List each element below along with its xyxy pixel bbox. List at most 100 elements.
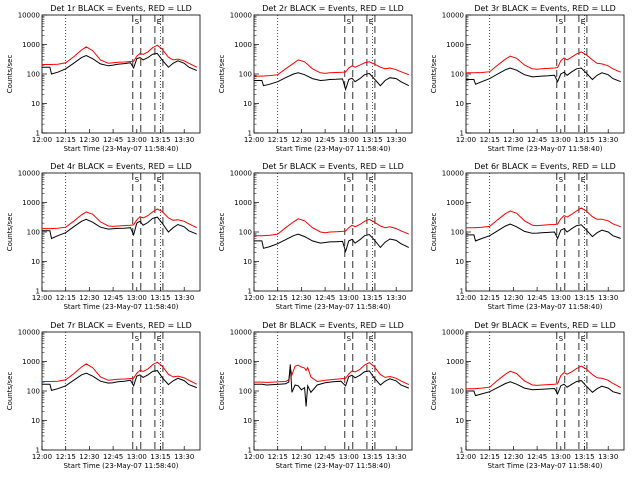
y-axis-label: Counts/sec	[218, 55, 226, 94]
plot-frame	[253, 331, 413, 451]
series-line-lld	[42, 44, 198, 68]
marker-e-label: E	[581, 335, 585, 343]
marker-s-label: S	[135, 176, 140, 184]
chart-panel-7: Det 7r BLACK = Events, RED = LLD 1 10 100 10…	[6, 321, 201, 470]
marker-s-label: S	[347, 335, 352, 343]
y-tick-label: 10	[31, 258, 40, 266]
x-axis-label: Start Time (23-May-07 11:58:40)	[63, 462, 178, 470]
x-tick-label: 12:00	[32, 453, 52, 461]
chart-panel-2: Det 2r BLACK = Events, RED = LLD 1 10 100 10…	[218, 4, 413, 153]
y-tick-label: 10000	[18, 12, 40, 20]
chart-title: Det 1r BLACK = Events, RED = LLD	[50, 4, 192, 13]
x-tick-label: 13:30	[598, 453, 618, 461]
y-axis-label: Counts/sec	[218, 372, 226, 411]
y-tick-label: 10	[243, 100, 252, 108]
x-tick-label: 13:15	[574, 453, 594, 461]
y-tick-label: 10000	[230, 329, 252, 337]
x-tick-label: 12:30	[79, 136, 99, 144]
marker-s-label: S	[559, 18, 564, 26]
x-axis-label: Start Time (23-May-07 11:58:40)	[275, 303, 390, 311]
chart-title: Det 9r BLACK = Events, RED = LLD	[474, 321, 616, 330]
y-tick-label: 100	[239, 388, 252, 396]
plot-frame	[465, 331, 625, 451]
y-tick-label: 100	[27, 388, 40, 396]
y-tick-label: 1000	[22, 41, 40, 49]
y-tick-label: 1	[36, 288, 40, 296]
x-tick-label: 13:00	[127, 453, 147, 461]
y-tick-label: 1000	[22, 358, 40, 366]
x-tick-label: 13:30	[598, 136, 618, 144]
y-tick-label: 1000	[446, 358, 464, 366]
chart-title: Det 3r BLACK = Events, RED = LLD	[474, 4, 616, 13]
x-tick-label: 12:30	[291, 453, 311, 461]
plot-frame	[41, 172, 201, 292]
marker-s-label: S	[559, 335, 564, 343]
series-line-lld	[254, 59, 409, 77]
y-axis-label: Counts/sec	[430, 55, 438, 94]
y-tick-label: 1000	[446, 199, 464, 207]
marker-s-label: S	[347, 176, 352, 184]
series-line-events	[42, 370, 197, 392]
x-tick-label: 12:30	[79, 294, 99, 302]
chart-title: Det 7r BLACK = Events, RED = LLD	[50, 321, 192, 330]
y-tick-label: 100	[239, 71, 252, 79]
x-tick-label: 12:30	[291, 136, 311, 144]
x-tick-label: 12:00	[32, 136, 52, 144]
y-tick-label: 100	[27, 229, 40, 237]
series-line-events	[42, 52, 197, 75]
y-axis-label: Counts/sec	[430, 372, 438, 411]
x-tick-label: 13:00	[339, 294, 359, 302]
y-tick-label: 10000	[18, 329, 40, 337]
x-tick-label: 13:15	[362, 453, 382, 461]
x-tick-label: 12:15	[480, 294, 500, 302]
x-tick-label: 13:15	[362, 136, 382, 144]
y-tick-label: 1	[460, 130, 464, 138]
marker-e-label: E	[581, 18, 585, 26]
x-tick-label: 12:15	[480, 453, 500, 461]
x-tick-label: 12:45	[315, 136, 335, 144]
chart-panel-5: Det 5r BLACK = Events, RED = LLD 1 10 100 10…	[218, 162, 413, 311]
series-line-events	[466, 380, 621, 397]
marker-e-label: E	[369, 335, 373, 343]
plot-frame	[41, 331, 201, 451]
chart-panel-3: Det 3r BLACK = Events, RED = LLD 1 10 100 10…	[430, 4, 625, 153]
y-tick-label: 1000	[234, 199, 252, 207]
chart-title: Det 4r BLACK = Events, RED = LLD	[50, 162, 192, 171]
x-tick-label: 12:30	[503, 453, 523, 461]
x-tick-label: 12:00	[456, 136, 476, 144]
x-axis-label: Start Time (23-May-07 11:58:40)	[63, 303, 178, 311]
marker-e-label: E	[157, 18, 161, 26]
chart-panel-9: Det 9r BLACK = Events, RED = LLD 1 10 100 10…	[430, 321, 625, 470]
x-tick-label: 13:00	[551, 453, 571, 461]
y-tick-label: 1	[248, 447, 252, 455]
x-tick-label: 12:30	[79, 453, 99, 461]
x-tick-label: 12:15	[56, 136, 76, 144]
x-tick-label: 12:45	[103, 453, 123, 461]
series-line-events	[42, 216, 197, 240]
x-tick-label: 13:30	[598, 294, 618, 302]
x-tick-label: 12:30	[503, 294, 523, 302]
y-tick-label: 10	[455, 258, 464, 266]
y-tick-label: 10000	[442, 170, 464, 178]
y-tick-label: 1	[248, 288, 252, 296]
y-tick-label: 1	[248, 130, 252, 138]
chart-title: Det 6r BLACK = Events, RED = LLD	[474, 162, 616, 171]
x-tick-label: 12:15	[268, 136, 288, 144]
x-tick-label: 13:30	[174, 136, 194, 144]
series-line-lld	[466, 207, 621, 229]
y-tick-label: 100	[451, 71, 464, 79]
x-tick-label: 12:45	[527, 136, 547, 144]
x-tick-label: 13:30	[174, 453, 194, 461]
x-tick-label: 13:30	[174, 294, 194, 302]
plot-frame	[465, 172, 625, 292]
x-tick-label: 12:00	[32, 294, 52, 302]
chart-panel-4: Det 4r BLACK = Events, RED = LLD 1 10 100 10…	[6, 162, 201, 311]
series-line-events	[466, 67, 621, 85]
x-axis-label: Start Time (23-May-07 11:58:40)	[275, 462, 390, 470]
x-tick-label: 12:00	[244, 136, 264, 144]
marker-s-label: S	[347, 18, 352, 26]
y-tick-label: 10	[243, 417, 252, 425]
x-tick-label: 12:15	[56, 294, 76, 302]
x-tick-label: 12:45	[103, 136, 123, 144]
